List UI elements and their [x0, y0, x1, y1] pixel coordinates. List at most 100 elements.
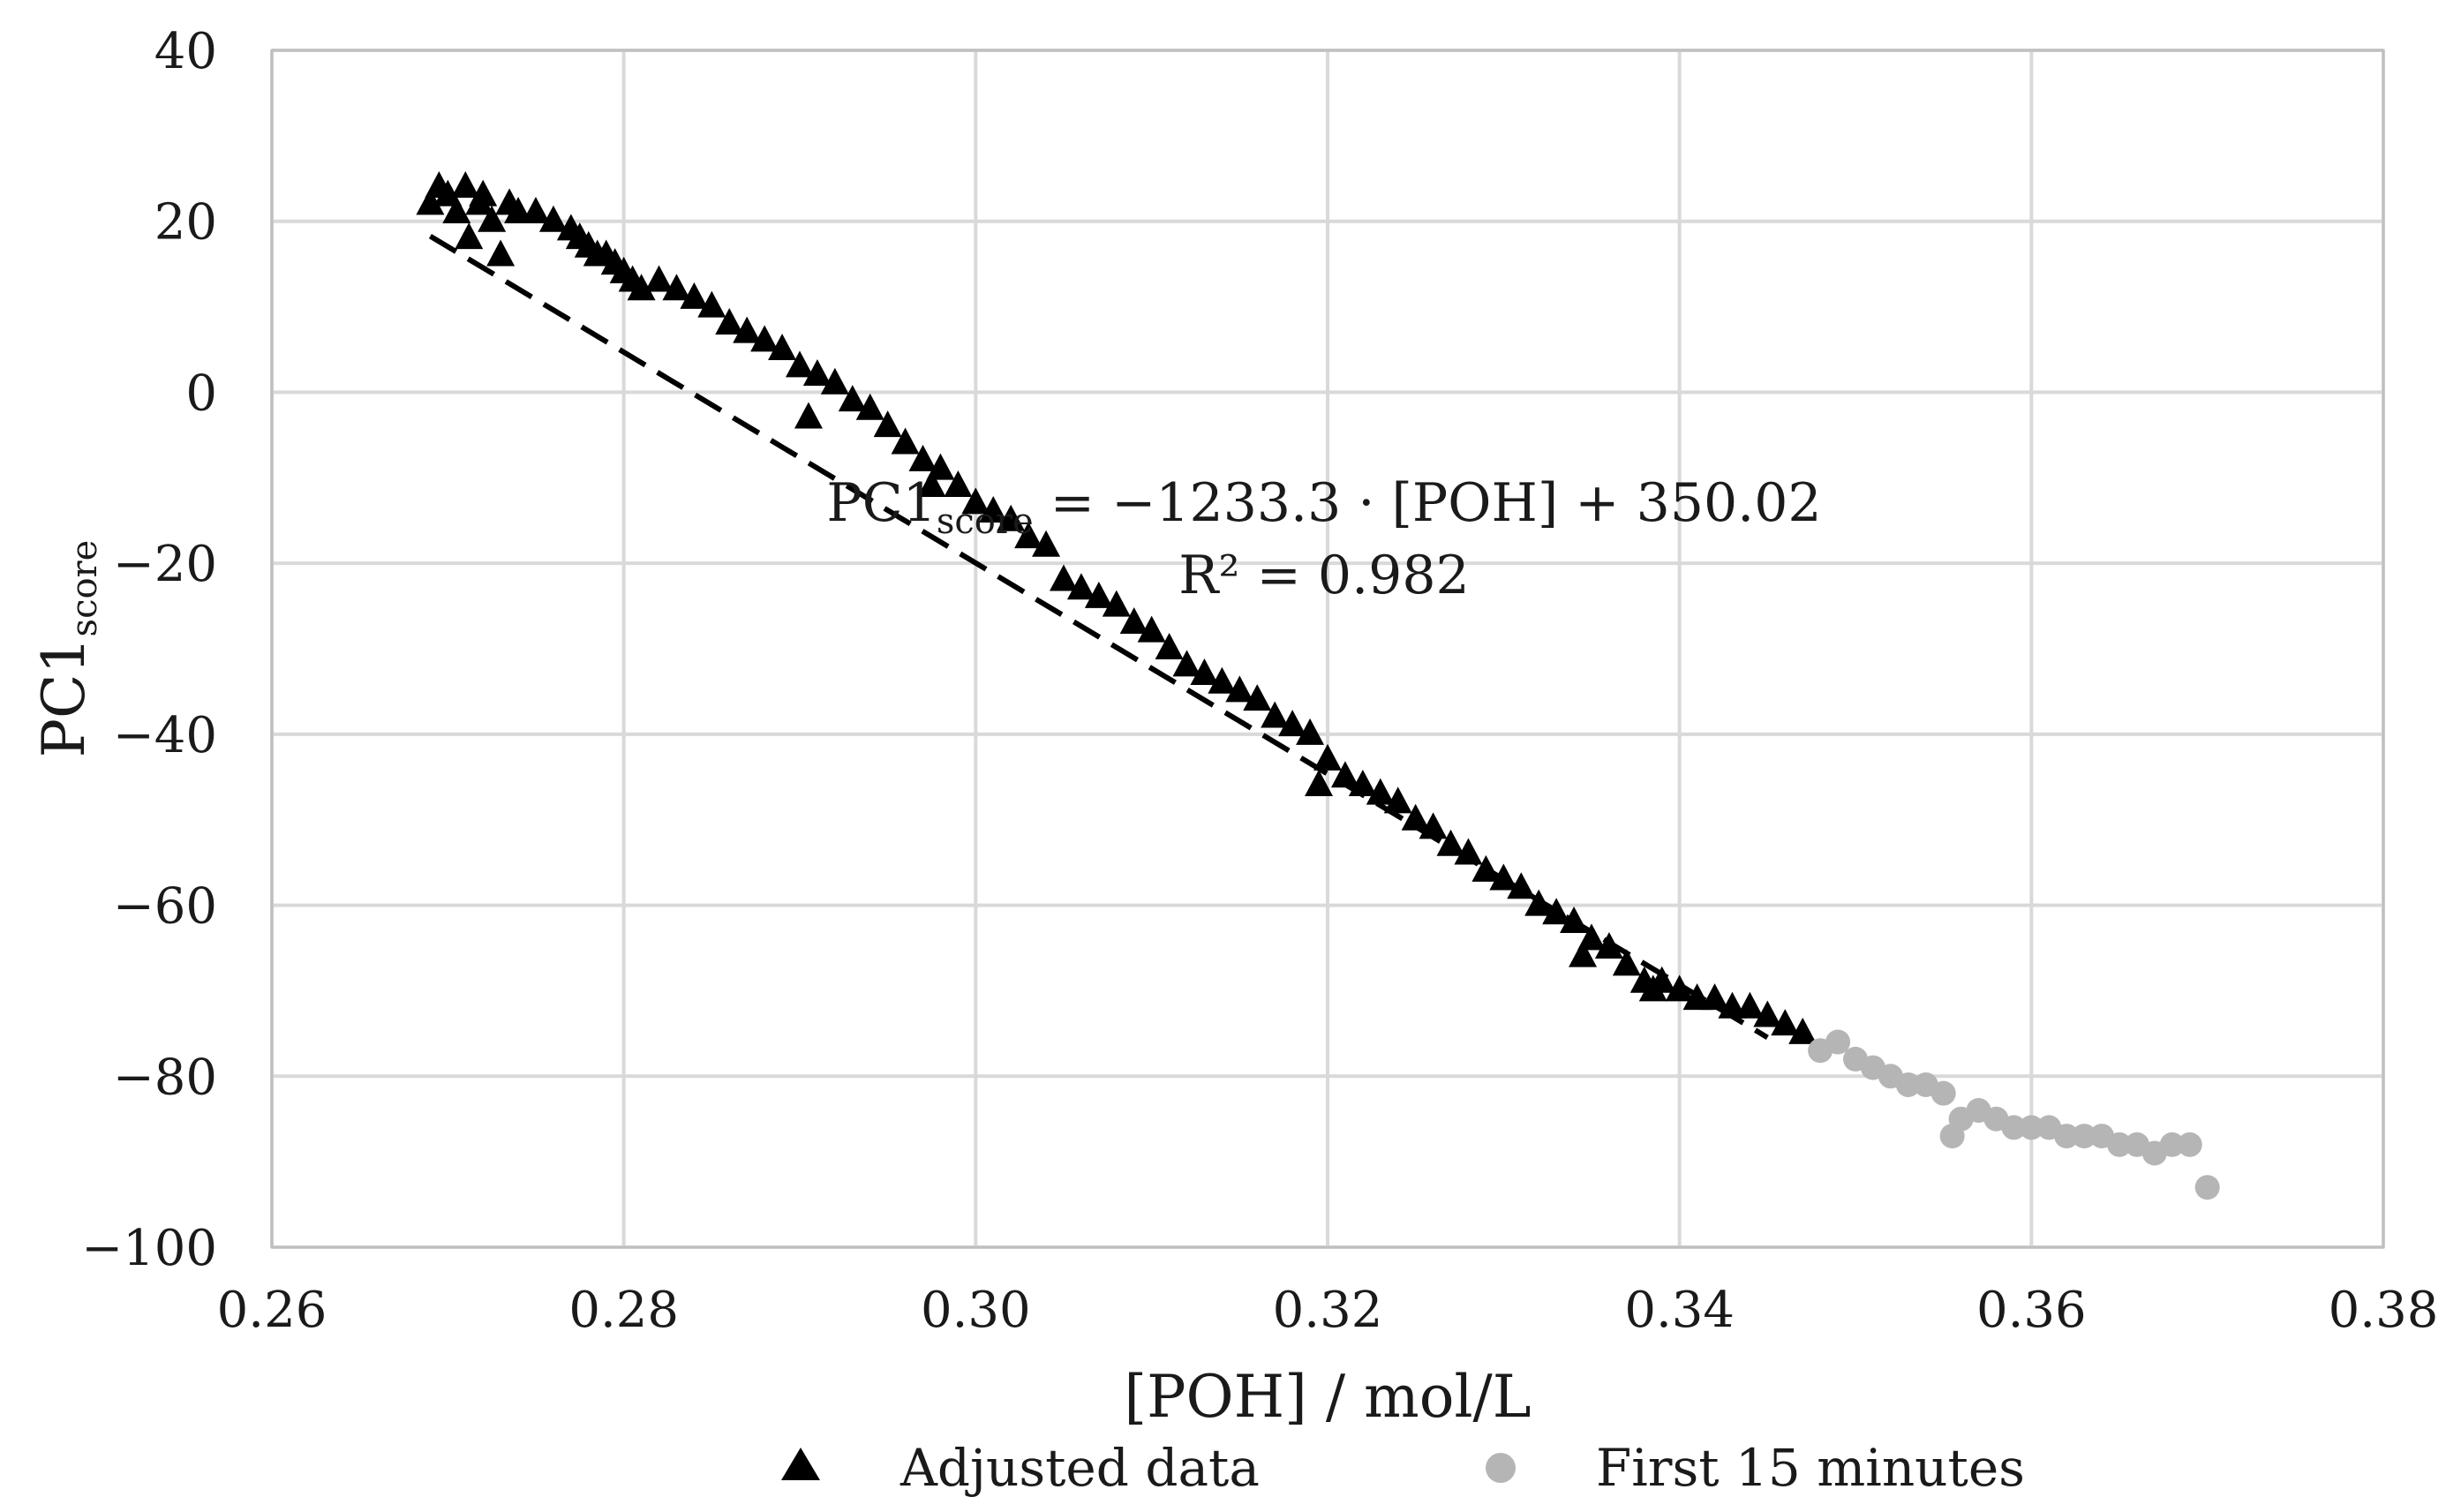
legend: Adjusted data First 15 minutes	[781, 1438, 2025, 1498]
triangle-point	[662, 274, 691, 301]
equation-subscript: score	[937, 501, 1034, 542]
y-axis-title: PC1score	[30, 540, 105, 758]
triangle-point	[1454, 838, 1483, 865]
triangle-point	[794, 402, 823, 429]
triangle-point	[627, 274, 656, 301]
fit-line	[428, 233, 1769, 1040]
y-tick-label: 0	[185, 365, 217, 422]
circle-point	[1930, 1080, 1956, 1106]
y-tick-label: −60	[113, 878, 217, 936]
triangle-point	[786, 350, 814, 378]
triangle-point	[1560, 906, 1589, 933]
series-0	[416, 170, 1818, 1044]
triangle-point	[442, 197, 471, 224]
equation-main: PC1	[826, 472, 936, 534]
data-series	[416, 170, 2220, 1200]
x-tick-label: 0.38	[2329, 1282, 2439, 1339]
y-axis-ticks: 40 20 0 −20 −40 −60 −80 −100	[81, 23, 217, 1277]
circle-point	[2194, 1175, 2220, 1200]
triangle-point	[1172, 650, 1201, 677]
circle-point	[1895, 1072, 1921, 1097]
triangle-point	[1507, 872, 1536, 899]
triangle-point	[1050, 564, 1078, 591]
circle-point	[2107, 1132, 2132, 1157]
x-tick-label: 0.26	[217, 1282, 327, 1339]
trendline	[428, 233, 1769, 1040]
triangle-point	[1261, 701, 1290, 728]
triangle-point	[1208, 666, 1237, 694]
triangle-point	[416, 188, 445, 215]
triangle-point	[1700, 983, 1729, 1011]
triangle-point	[697, 290, 726, 318]
triangle-point	[522, 197, 550, 224]
triangle-point	[644, 265, 674, 292]
triangle-point	[891, 427, 920, 455]
triangle-point	[455, 222, 484, 250]
triangle-point	[478, 205, 507, 232]
triangle-point	[768, 334, 797, 360]
r-squared-annotation: R² = 0.982	[1178, 545, 1469, 606]
triangle-point	[838, 385, 867, 412]
y-tick-label: −20	[113, 536, 217, 593]
circle-point	[1825, 1029, 1851, 1055]
triangle-point	[451, 170, 480, 198]
y-axis-title-subscript: score	[64, 540, 105, 637]
triangle-point	[1137, 615, 1166, 643]
triangle-point	[1489, 863, 1518, 891]
triangle-point	[1313, 743, 1342, 771]
triangle-point	[1296, 718, 1325, 745]
triangle-point	[1401, 803, 1430, 831]
triangle-point	[1330, 761, 1359, 788]
circle-point	[2072, 1124, 2097, 1149]
triangle-point	[855, 393, 884, 420]
triangle-point	[750, 325, 779, 352]
triangle-point	[1647, 966, 1676, 993]
circle-point	[2159, 1132, 2185, 1157]
triangle-point	[433, 179, 463, 207]
triangle-point	[715, 307, 744, 335]
triangle-point	[1155, 633, 1184, 659]
legend-triangle-marker	[781, 1448, 820, 1480]
y-tick-label: 40	[154, 23, 217, 80]
legend-circle-marker	[1486, 1453, 1516, 1483]
triangle-point	[1471, 854, 1501, 882]
triangle-point	[1102, 590, 1131, 617]
triangle-point	[1735, 991, 1765, 1019]
triangle-point	[1225, 675, 1254, 703]
triangle-point	[1594, 932, 1623, 959]
triangle-point	[908, 444, 937, 471]
triangle-point	[1569, 940, 1598, 967]
y-tick-label: −100	[81, 1220, 217, 1277]
y-axis-title-main: PC1	[30, 636, 98, 757]
y-tick-label: −80	[113, 1049, 217, 1106]
triangle-point	[1119, 606, 1148, 634]
triangle-point	[979, 496, 1008, 523]
triangle-point	[1383, 786, 1412, 814]
triangle-point	[538, 205, 568, 232]
plot-area	[270, 49, 2385, 1249]
y-tick-label: −40	[113, 707, 217, 764]
triangle-point	[1665, 974, 1694, 1002]
triangle-point	[1542, 898, 1571, 925]
triangle-point	[1366, 778, 1395, 805]
triangle-point	[820, 367, 849, 395]
triangle-point	[944, 470, 973, 497]
equation-rest: = −1233.3 · [POH] + 350.02	[1034, 472, 1822, 534]
triangle-point	[1032, 530, 1061, 557]
triangle-point	[1612, 949, 1641, 976]
triangle-point	[1084, 581, 1113, 608]
triangle-point	[1305, 769, 1334, 796]
triangle-point	[1278, 710, 1307, 737]
circle-point	[2001, 1115, 2027, 1140]
legend-label-adjusted: Adjusted data	[899, 1438, 1260, 1498]
y-tick-label: 20	[154, 194, 217, 252]
triangle-point	[1524, 889, 1554, 916]
triangle-point	[680, 282, 709, 309]
triangle-point	[1066, 573, 1095, 600]
grid	[270, 49, 2385, 1249]
x-tick-label: 0.32	[1273, 1282, 1383, 1339]
triangle-point	[961, 487, 990, 515]
triangle-point	[873, 410, 902, 438]
triangle-point	[802, 359, 832, 387]
triangle-point	[1771, 1009, 1800, 1036]
